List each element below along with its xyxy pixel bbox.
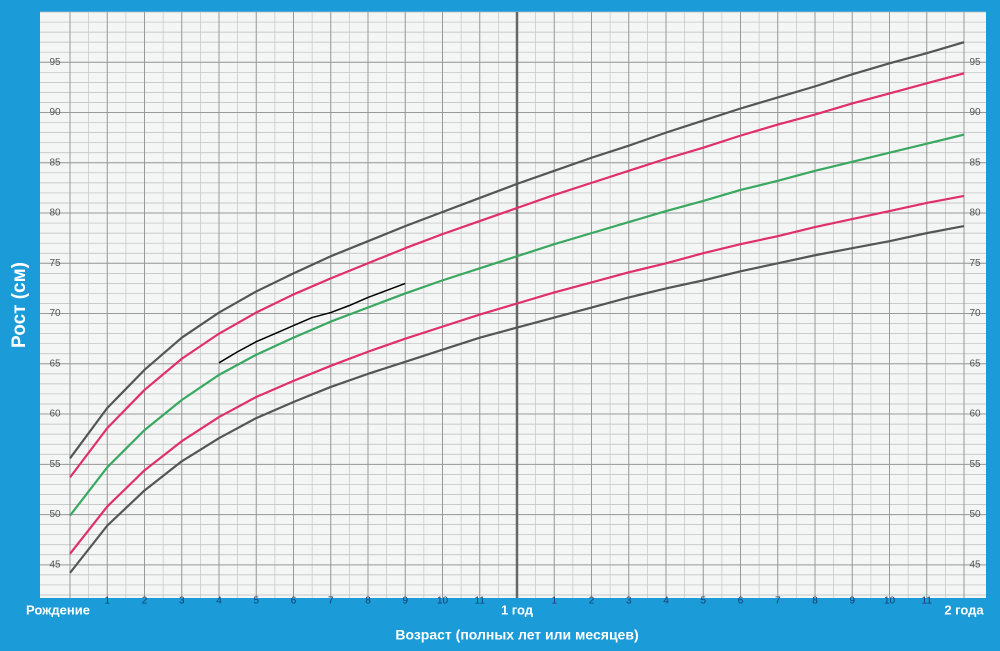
x-tick-label: 1: [104, 596, 110, 607]
y-tick-label-right: 95: [969, 57, 981, 68]
x-tick-label: 1 год: [501, 602, 534, 617]
x-tick-label: 5: [700, 596, 706, 607]
x-tick-label: 7: [775, 596, 781, 607]
curve: [69, 72, 965, 479]
y-tick-label-right: 70: [969, 308, 981, 319]
x-tick-label: 9: [849, 596, 855, 607]
x-tick-label: 4: [663, 596, 669, 607]
x-tick-label: 8: [365, 596, 371, 607]
y-tick-label: 60: [49, 409, 61, 420]
y-tick-label: 80: [49, 208, 61, 219]
x-tick-label: 3: [626, 596, 632, 607]
x-tick-label: 10: [884, 596, 896, 607]
y-tick-label: 50: [49, 509, 61, 520]
y-tick-label: 95: [49, 57, 61, 68]
x-tick-label: 6: [291, 596, 297, 607]
y-tick-label-right: 65: [969, 358, 981, 369]
y-tick-label: 70: [49, 308, 61, 319]
y-tick-label-right: 90: [969, 107, 981, 118]
x-tick-label: 11: [475, 596, 486, 607]
x-tick-label: 2: [142, 596, 148, 607]
curve: [69, 225, 965, 574]
y-tick-label-right: 85: [969, 157, 981, 168]
x-tick-label: 11: [922, 596, 933, 607]
x-tick-label: 6: [738, 596, 744, 607]
y-tick-label: 90: [49, 107, 61, 118]
y-tick-label-right: 75: [969, 258, 981, 269]
y-tick-label: 85: [49, 157, 61, 168]
x-tick-label: 2 года: [944, 602, 984, 617]
y-tick-label-right: 60: [969, 409, 981, 420]
y-tick-label: 55: [49, 459, 61, 470]
x-tick-label: 3: [179, 596, 185, 607]
curve: [69, 133, 965, 517]
curve: [69, 41, 965, 459]
x-tick-label: 7: [328, 596, 334, 607]
x-tick-label: 9: [402, 596, 408, 607]
y-tick-label-right: 50: [969, 509, 981, 520]
y-tick-label-right: 45: [969, 559, 981, 570]
curve: [218, 282, 406, 364]
x-tick-label: 10: [437, 596, 449, 607]
x-tick-label: 8: [812, 596, 818, 607]
x-tick-label: Рождение: [26, 602, 90, 617]
x-tick-label: 4: [216, 596, 222, 607]
y-tick-label: 45: [49, 559, 61, 570]
y-axis-label: Рост (см): [9, 262, 30, 348]
x-tick-label: 5: [253, 596, 259, 607]
y-tick-label: 65: [49, 358, 61, 369]
x-tick-label: 2: [589, 596, 595, 607]
curve: [69, 194, 965, 555]
y-tick-label: 75: [49, 258, 61, 269]
y-tick-label-right: 80: [969, 208, 981, 219]
x-tick-label: 1: [551, 596, 557, 607]
x-axis-label: Возраст (полных лет или месяцев): [395, 627, 638, 643]
y-tick-label-right: 55: [969, 459, 981, 470]
